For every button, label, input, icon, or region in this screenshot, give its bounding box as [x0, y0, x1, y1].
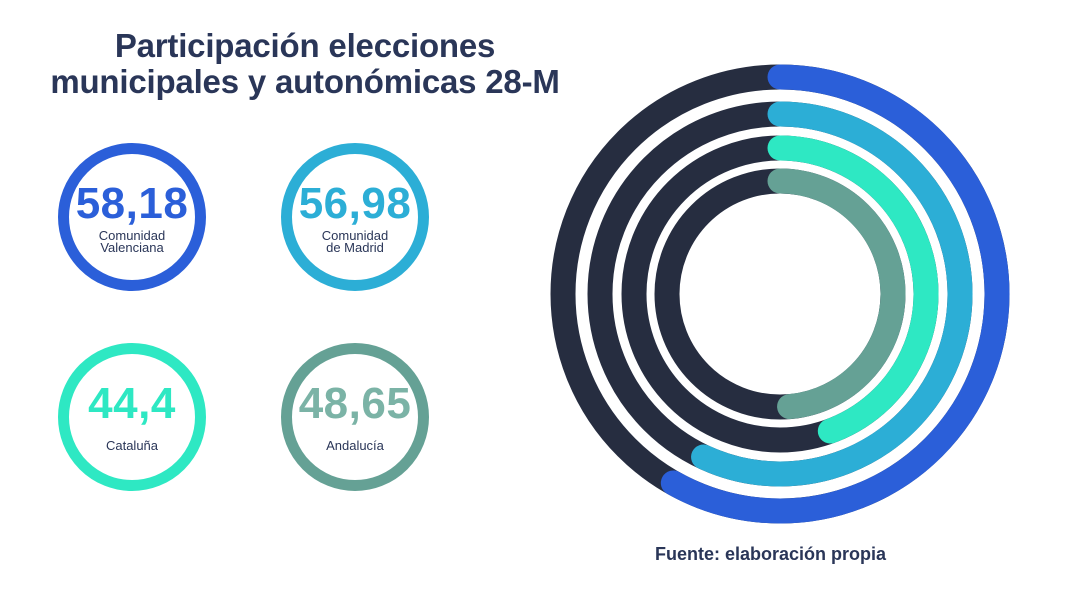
stat-value: 58,18 [75, 179, 189, 228]
stat-value: 48,65 [298, 379, 412, 428]
radial-bar-chart [550, 64, 1010, 524]
title-line-1: Participación elecciones [114, 27, 496, 64]
stat-cataluna: 44,4 Cataluña [58, 343, 206, 491]
stat-label: Cataluña [105, 438, 159, 453]
ring-bar-cataluna [767, 135, 939, 444]
stat-label: Andalucía [326, 438, 384, 453]
stat-label: Comunidad de Madrid [321, 228, 389, 255]
ring-bar-comunidad-valenciana [660, 64, 1010, 524]
chart-title: Participación elecciones municipales y a… [0, 28, 610, 100]
source-note: Fuente: elaboración propia [655, 544, 887, 564]
stat-comunidad-valenciana: 58,18 Comunidad Valenciana [58, 143, 206, 291]
title-line-2: municipales y autonómicas 28-M [50, 63, 560, 100]
ring-bar-comunidad-de-madrid [691, 101, 973, 487]
ring-bar-andalucia [767, 168, 906, 420]
stat-value: 44,4 [88, 379, 176, 428]
stat-label: Comunidad Valenciana [98, 228, 166, 255]
stat-andalucia: 48,65 Andalucía [281, 343, 429, 491]
stat-comunidad-de-madrid: 56,98 Comunidad de Madrid [281, 143, 429, 291]
stat-value: 56,98 [298, 179, 412, 228]
